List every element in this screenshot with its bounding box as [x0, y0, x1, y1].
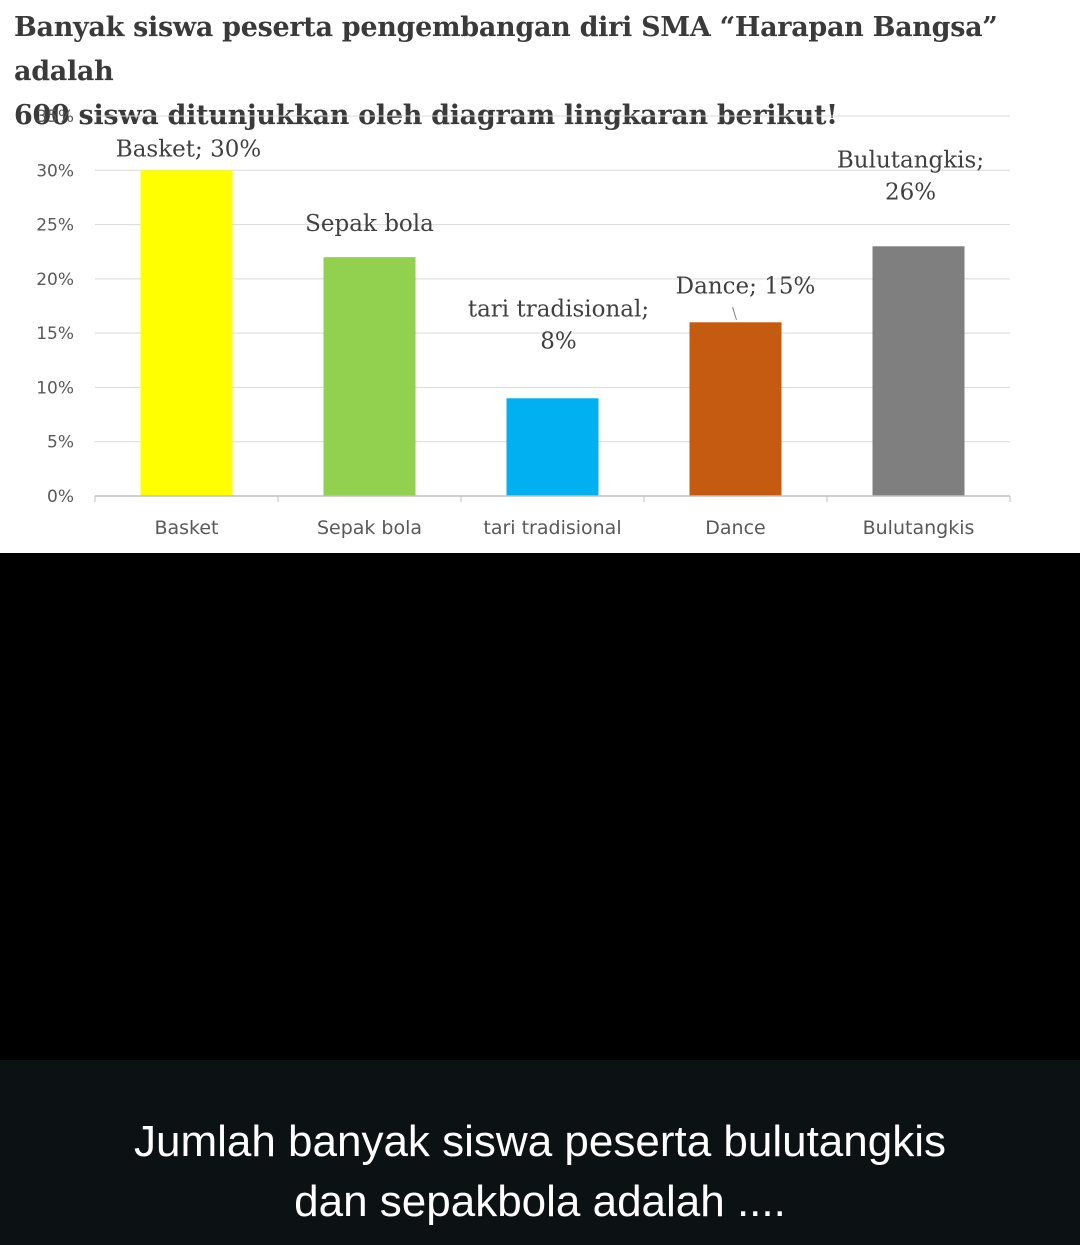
- y-tick-label: 20%: [36, 270, 74, 290]
- y-tick-label: 15%: [36, 324, 74, 344]
- x-category-label: tari tradisional: [483, 517, 621, 539]
- caption-bar: Jumlah banyak siswa peserta bulutangkis …: [0, 1060, 1080, 1245]
- bar-dance: [689, 322, 782, 496]
- data-label: tari tradisional; 8%: [468, 296, 649, 354]
- data-label: Sepak bola: [305, 211, 434, 237]
- data-label-line: Dance; 15%: [676, 273, 816, 299]
- y-tick-label: 30%: [36, 161, 74, 181]
- bar-basket: [140, 170, 233, 497]
- bar-tari-tradisional: [506, 398, 599, 496]
- x-category-label: Bulutangkis: [863, 517, 975, 539]
- y-tick-label: 5%: [47, 433, 74, 453]
- y-axis-ticks: 0% 5% 10% 15% 20% 25% 30% 35%: [36, 107, 74, 507]
- y-tick-label: 25%: [36, 216, 74, 236]
- data-labels: Basket; 30% Sepak bola tari tradisional; 8%…: [116, 136, 984, 354]
- x-axis: [94, 495, 1011, 502]
- data-label-line: 26%: [885, 179, 936, 205]
- data-label-line: Sepak bola: [305, 211, 434, 237]
- gridlines: [95, 115, 1010, 443]
- data-label-line: tari tradisional;: [468, 296, 649, 322]
- bars: [140, 170, 965, 497]
- y-tick-label: 0%: [47, 487, 74, 507]
- data-label: Dance; 15%: [676, 273, 816, 299]
- question-image: Banyak siswa peserta pengembangan diri S…: [0, 0, 1080, 553]
- bar-bulutangkis: [872, 246, 965, 496]
- data-label-line: Basket; 30%: [116, 136, 261, 162]
- x-category-label: Dance: [705, 517, 765, 539]
- question-line-1: Banyak siswa peserta pengembangan diri S…: [14, 12, 998, 87]
- bar-chart: 0% 5% 10% 15% 20% 25% 30% 35% Basket Sepak bola t…: [36, 107, 1011, 539]
- y-tick-label: 10%: [36, 378, 74, 398]
- data-label-line: 8%: [540, 328, 577, 354]
- data-label-line: Bulutangkis;: [837, 147, 984, 173]
- x-category-label: Basket: [154, 517, 218, 539]
- caption-text: Jumlah banyak siswa peserta bulutangkis …: [40, 1112, 1040, 1232]
- caption-line-1: Jumlah banyak siswa peserta bulutangkis: [133, 1117, 946, 1166]
- bar-sepak-bola: [323, 257, 416, 496]
- black-area: [0, 553, 1080, 1060]
- data-label: Basket; 30%: [116, 136, 261, 162]
- data-label: Bulutangkis; 26%: [837, 147, 984, 205]
- y-tick-label: 35%: [36, 107, 74, 127]
- x-category-label: Sepak bola: [317, 517, 422, 539]
- caption-line-2: dan sepakbola adalah ....: [294, 1177, 786, 1226]
- leader-line: [732, 306, 737, 321]
- x-axis-labels: Basket Sepak bola tari tradisional Dance Bul…: [154, 517, 974, 539]
